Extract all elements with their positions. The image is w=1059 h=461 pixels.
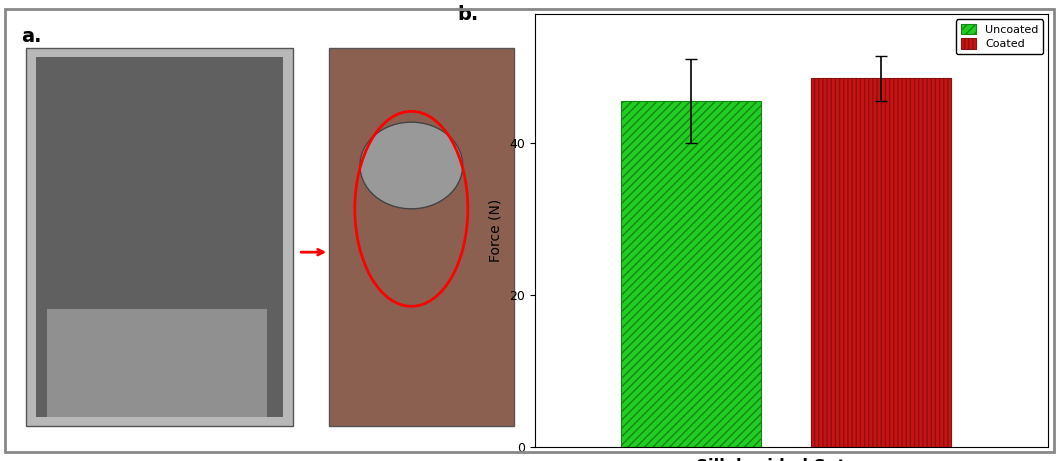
Legend: Uncoated, Coated: Uncoated, Coated — [956, 19, 1043, 54]
Bar — [47, 308, 268, 417]
Bar — [622, 101, 760, 447]
Bar — [329, 48, 514, 426]
Bar — [811, 78, 951, 447]
Bar — [36, 57, 283, 417]
Text: b.: b. — [457, 5, 479, 24]
Circle shape — [360, 122, 463, 209]
Y-axis label: Force (N): Force (N) — [488, 199, 502, 262]
X-axis label: Silk braided Sutures: Silk braided Sutures — [696, 458, 886, 461]
Text: a.: a. — [21, 27, 41, 46]
Bar — [26, 48, 293, 426]
